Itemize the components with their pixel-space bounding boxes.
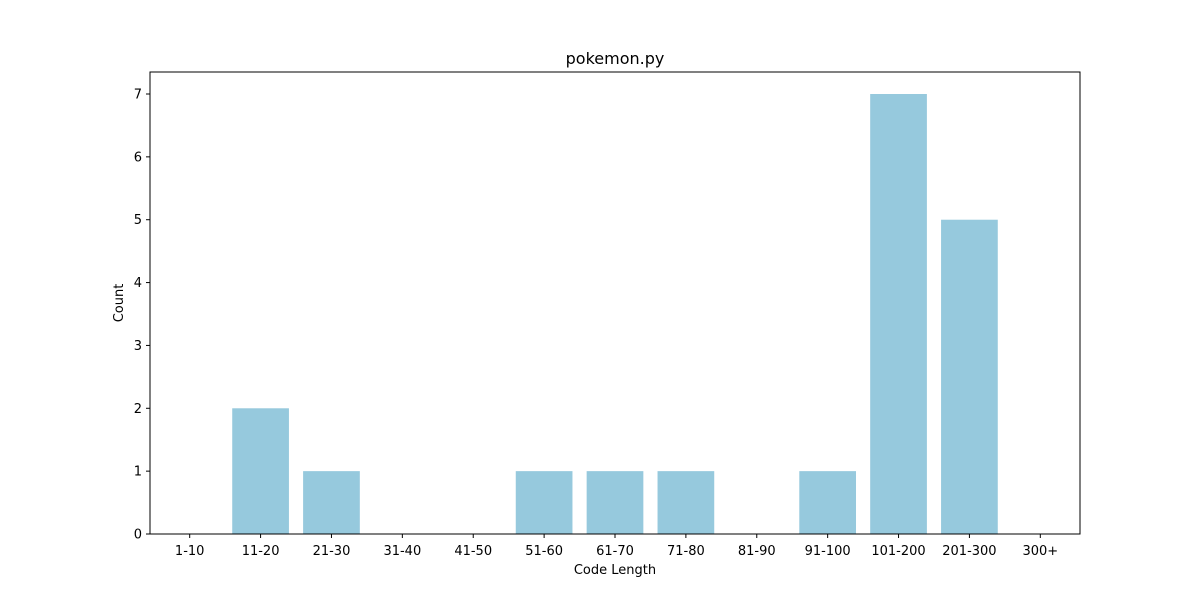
- x-axis-ticks: 1-10 11-20 21-30 31-40 41-50 51-60 61-70 71-80 8…: [175, 534, 1058, 559]
- y-tick-label: 0: [134, 528, 142, 543]
- y-axis-ticks: 0 1 2 3 4 5 6 7: [134, 88, 150, 543]
- y-tick-label: 3: [134, 339, 142, 354]
- bar-21-30: [303, 471, 360, 534]
- x-tick-label: 81-90: [738, 544, 776, 559]
- x-tick-label: 61-70: [596, 544, 634, 559]
- x-tick-label: 1-10: [175, 544, 205, 559]
- x-tick-label: 41-50: [454, 544, 492, 559]
- x-tick-label: 71-80: [667, 544, 705, 559]
- bar-101-200: [870, 94, 927, 534]
- y-tick-label: 2: [134, 402, 142, 417]
- y-axis-label: Count: [112, 284, 127, 323]
- x-tick-label: 51-60: [525, 544, 563, 559]
- bar-51-60: [515, 471, 573, 534]
- y-tick-label: 5: [134, 213, 142, 228]
- x-tick-label: 11-20: [242, 544, 280, 559]
- x-tick-label: 21-30: [313, 544, 351, 559]
- y-tick-label: 1: [134, 465, 142, 480]
- bar-71-80: [657, 471, 715, 534]
- y-tick-label: 6: [134, 150, 142, 165]
- bar-11-20: [232, 408, 289, 534]
- chart-title: pokemon.py: [566, 49, 665, 68]
- x-axis-label: Code Length: [574, 563, 656, 578]
- x-tick-label: 201-300: [942, 544, 996, 559]
- bars-group: [232, 94, 998, 534]
- x-tick-label: 101-200: [871, 544, 925, 559]
- y-tick-label: 4: [134, 276, 142, 291]
- x-tick-label: 300+: [1022, 544, 1058, 559]
- y-tick-label: 7: [134, 88, 142, 103]
- bar-61-70: [586, 471, 644, 534]
- bar-201-300: [941, 219, 998, 534]
- x-tick-label: 31-40: [383, 544, 421, 559]
- bar-91-100: [799, 471, 857, 534]
- x-tick-label: 91-100: [805, 544, 851, 559]
